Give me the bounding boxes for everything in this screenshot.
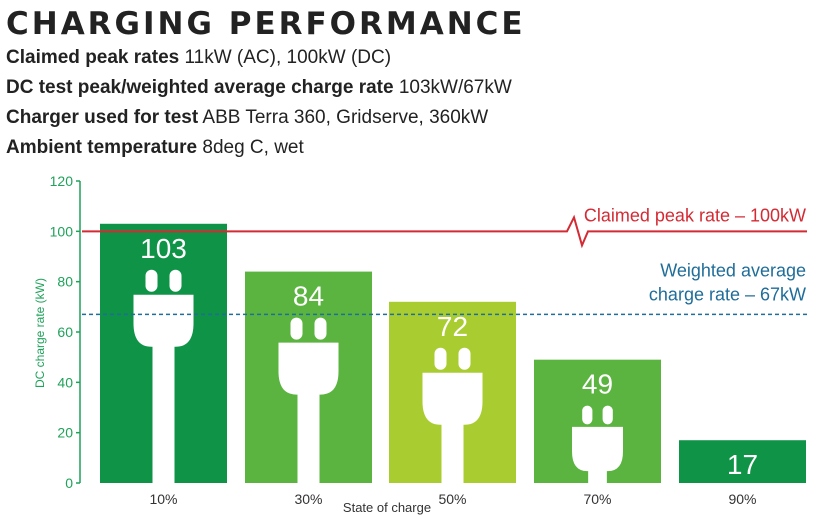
bar bbox=[679, 440, 806, 483]
spec-value: 103kW/67kW bbox=[398, 77, 512, 98]
y-tick-label: 120 bbox=[50, 173, 74, 189]
plug-cord bbox=[588, 469, 607, 483]
plug-cord bbox=[441, 422, 464, 483]
spec-dc-test-rates: DC test peak/weighted average charge rat… bbox=[6, 76, 512, 100]
plug-body bbox=[422, 372, 483, 425]
bar-value-label: 84 bbox=[293, 281, 324, 312]
x-axis-labels: 10% 30% 50% 70% 90% bbox=[149, 491, 756, 507]
weighted-average-label: charge rate – 67kW bbox=[649, 284, 806, 304]
y-tick-label: 40 bbox=[57, 374, 73, 390]
bar-group: 103 84 72 49 17 bbox=[100, 223, 806, 484]
plug-prong bbox=[145, 269, 158, 292]
y-axis-label: DC charge rate (kW) bbox=[33, 278, 47, 388]
plug-prong bbox=[314, 317, 327, 340]
chart-title: CHARGING PERFORMANCE bbox=[6, 6, 526, 42]
claimed-peak-rate-line bbox=[82, 214, 807, 249]
spec-label: Charger used for test bbox=[6, 107, 199, 128]
x-tick-label: 30% bbox=[294, 491, 322, 507]
spec-charger-used: Charger used for test ABB Terra 360, Gri… bbox=[6, 106, 488, 130]
plug-icon bbox=[133, 269, 194, 483]
y-axis: 0 20 40 60 80 100 120 bbox=[50, 173, 81, 491]
x-axis-label: State of charge bbox=[343, 500, 431, 515]
plug-prong bbox=[290, 317, 303, 340]
plug-icon bbox=[278, 317, 339, 483]
y-tick-label: 20 bbox=[57, 425, 73, 441]
bar-value-label: 103 bbox=[140, 233, 187, 264]
x-tick-label: 50% bbox=[438, 491, 466, 507]
plug-body bbox=[133, 294, 194, 347]
plug-prong bbox=[458, 347, 471, 370]
spec-label: Ambient temperature bbox=[6, 137, 198, 158]
x-tick-label: 70% bbox=[583, 491, 611, 507]
y-tick-label: 60 bbox=[57, 324, 73, 340]
spec-value: 11kW (AC), 100kW (DC) bbox=[184, 47, 392, 68]
bar-value-label: 72 bbox=[437, 311, 468, 342]
spec-label: DC test peak/weighted average charge rat… bbox=[6, 77, 394, 98]
plug-cord bbox=[152, 344, 175, 483]
spec-value: 8deg C, wet bbox=[202, 137, 304, 158]
claimed-peak-rate-label: Claimed peak rate – 100kW bbox=[584, 205, 806, 225]
y-tick-label: 80 bbox=[57, 274, 73, 290]
spec-label: Claimed peak rates bbox=[6, 47, 180, 68]
plug-body bbox=[572, 426, 623, 472]
plug-cord bbox=[297, 392, 320, 483]
y-tick-label: 100 bbox=[50, 223, 74, 239]
x-tick-label: 10% bbox=[149, 491, 177, 507]
plug-prong bbox=[582, 405, 593, 425]
plug-body bbox=[278, 342, 339, 395]
plug-prong bbox=[602, 405, 613, 425]
plug-icon bbox=[572, 405, 623, 483]
plug-icon bbox=[422, 347, 483, 483]
bar-value-label: 49 bbox=[582, 369, 613, 400]
spec-claimed-peak-rates: Claimed peak rates 11kW (AC), 100kW (DC) bbox=[6, 46, 391, 70]
spec-value: ABB Terra 360, Gridserve, 360kW bbox=[202, 107, 489, 128]
plug-prong bbox=[434, 347, 447, 370]
y-tick-label: 0 bbox=[65, 475, 73, 491]
weighted-average-label: Weighted average bbox=[660, 260, 806, 280]
plug-prong bbox=[169, 269, 182, 292]
x-tick-label: 90% bbox=[728, 491, 756, 507]
bar-value-label: 17 bbox=[727, 449, 758, 480]
spec-ambient-temperature: Ambient temperature 8deg C, wet bbox=[6, 136, 304, 160]
reference-lines: Claimed peak rate – 100kW Weighted averag… bbox=[82, 205, 807, 316]
